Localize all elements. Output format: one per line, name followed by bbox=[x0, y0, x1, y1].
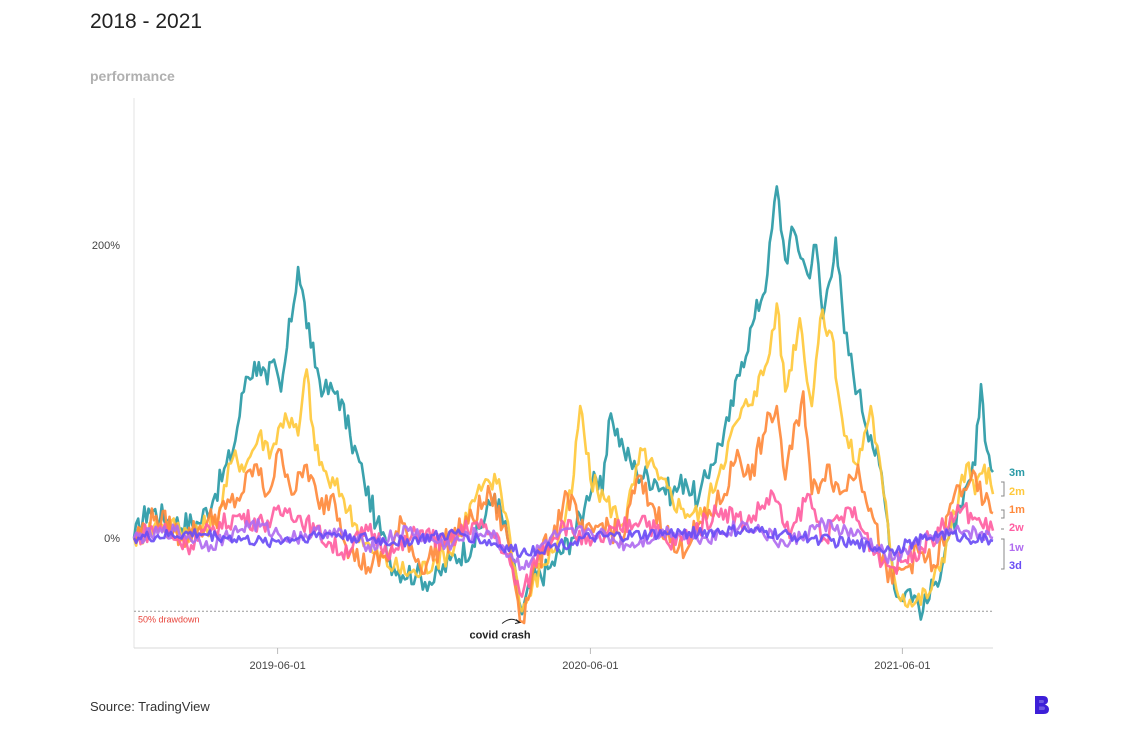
legend-item-1w: 1w bbox=[1009, 542, 1024, 554]
source-note: Source: TradingView bbox=[90, 699, 210, 714]
legend-item-3m: 3m bbox=[1009, 467, 1025, 479]
series-line-3d bbox=[132, 524, 994, 558]
y-tick-label: 200% bbox=[92, 240, 120, 252]
legend-item-2w: 2w bbox=[1009, 522, 1024, 534]
annotations: covid crash bbox=[469, 618, 531, 642]
legend-bracket bbox=[1001, 538, 1005, 570]
line-chart: 0% 200% 2019-06-01 2020-06-01 2021-06-01 50% … bbox=[92, 98, 1025, 672]
drawdown-label: 50% drawdown bbox=[138, 614, 200, 624]
x-tick-label: 2021-06-01 bbox=[874, 660, 930, 672]
series-line-2w bbox=[132, 489, 995, 598]
annotation-covid-crash: covid crash bbox=[469, 630, 530, 642]
brand-b-logo-icon bbox=[1035, 696, 1049, 714]
legend-bracket bbox=[1001, 481, 1005, 497]
series-line-1w bbox=[132, 517, 994, 571]
chart-title: 2018 - 2021 bbox=[90, 10, 203, 33]
series-line-1m bbox=[133, 390, 994, 625]
legend-bracket bbox=[1001, 509, 1005, 519]
legend: 3m 2m 1m 2w 1w 3d bbox=[1001, 467, 1025, 572]
legend-item-3d: 3d bbox=[1009, 560, 1022, 572]
x-tick-label: 2019-06-01 bbox=[249, 660, 305, 672]
series-layer bbox=[132, 185, 995, 625]
annotation-arrow bbox=[501, 618, 520, 624]
x-tick-label: 2020-06-01 bbox=[562, 660, 618, 672]
y-tick-label: 0% bbox=[104, 533, 120, 545]
annotation-arrowhead bbox=[514, 619, 522, 624]
y-axis-title: performance bbox=[90, 68, 175, 84]
legend-item-1m: 1m bbox=[1009, 504, 1025, 516]
series-line-3m bbox=[132, 185, 995, 621]
legend-item-2m: 2m bbox=[1009, 486, 1025, 498]
chart-axes: 0% 200% 2019-06-01 2020-06-01 2021-06-01 50% … bbox=[92, 98, 993, 672]
series-line-2m bbox=[132, 302, 995, 613]
